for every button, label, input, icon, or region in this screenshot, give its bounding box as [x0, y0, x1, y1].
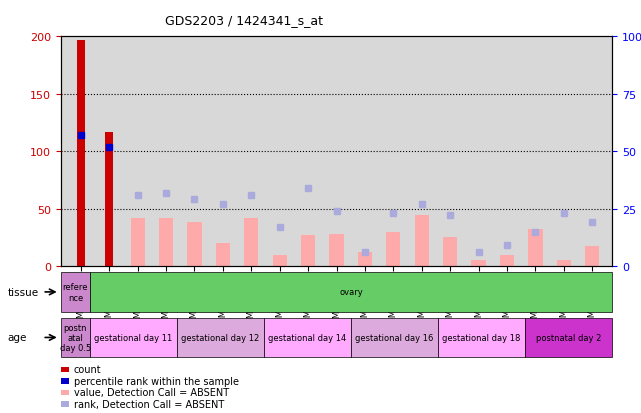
Text: tissue: tissue: [8, 287, 39, 297]
Text: rank, Detection Call = ABSENT: rank, Detection Call = ABSENT: [74, 399, 224, 409]
Bar: [585, 247, 599, 266]
Text: gestational day 18: gestational day 18: [442, 333, 520, 342]
Bar: [244, 218, 258, 266]
Bar: [61, 318, 90, 357]
Text: postn
atal
day 0.5: postn atal day 0.5: [60, 323, 91, 352]
Text: age: age: [8, 332, 27, 343]
Bar: [472, 261, 486, 266]
Bar: [387, 232, 401, 266]
Bar: [216, 244, 230, 266]
Text: value, Detection Call = ABSENT: value, Detection Call = ABSENT: [74, 387, 229, 397]
Text: ovary: ovary: [339, 288, 363, 297]
Text: gestational day 16: gestational day 16: [355, 333, 434, 342]
Bar: [178, 318, 263, 357]
Bar: [443, 238, 457, 266]
Bar: [358, 253, 372, 266]
Text: postnatal day 2: postnatal day 2: [536, 333, 601, 342]
Bar: [61, 273, 90, 312]
Bar: [557, 261, 571, 266]
Bar: [500, 255, 514, 266]
Text: refere
nce: refere nce: [63, 282, 88, 302]
Bar: [187, 223, 201, 266]
Bar: [415, 216, 429, 266]
Bar: [526, 318, 612, 357]
Bar: [329, 234, 344, 266]
Bar: [159, 218, 173, 266]
Bar: [272, 255, 287, 266]
Bar: [438, 318, 525, 357]
Bar: [264, 318, 351, 357]
Text: GDS2203 / 1424341_s_at: GDS2203 / 1424341_s_at: [165, 14, 322, 26]
Text: count: count: [74, 364, 101, 374]
Bar: [528, 230, 542, 266]
Bar: [301, 235, 315, 266]
Text: gestational day 14: gestational day 14: [269, 333, 347, 342]
Bar: [131, 218, 145, 266]
Text: gestational day 12: gestational day 12: [181, 333, 260, 342]
Bar: [77, 40, 85, 266]
Bar: [351, 318, 438, 357]
Text: percentile rank within the sample: percentile rank within the sample: [74, 376, 238, 386]
Text: gestational day 11: gestational day 11: [94, 333, 172, 342]
Bar: [105, 132, 113, 266]
Bar: [90, 318, 177, 357]
